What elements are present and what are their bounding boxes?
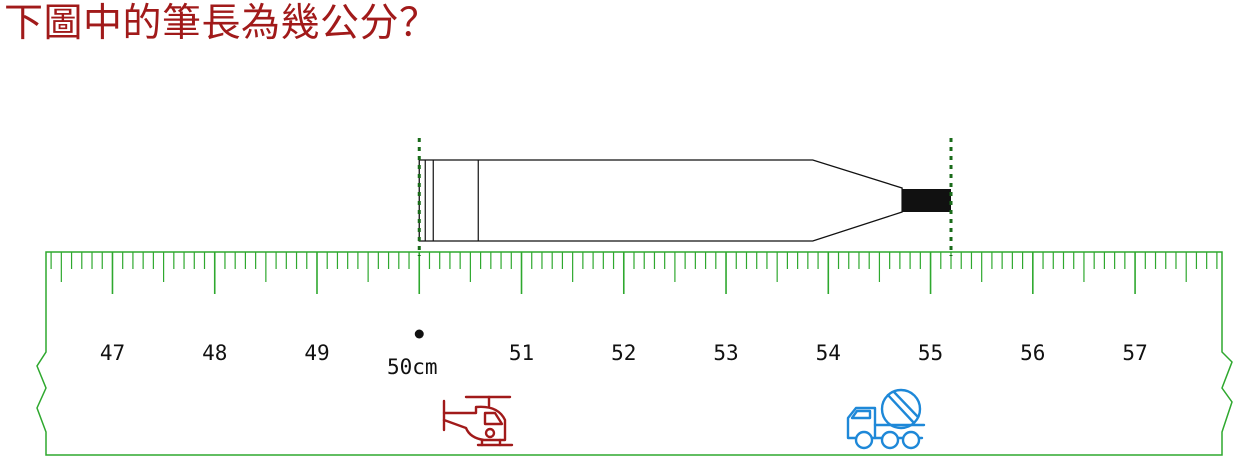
tick-label: 48 (202, 341, 227, 365)
ruler-body (36, 251, 1233, 456)
question-title: 下圖中的筆長為幾公分？ (4, 1, 439, 46)
pencil-body (418, 159, 903, 242)
tick-label: 51 (509, 341, 534, 365)
helicopter-icon (442, 395, 514, 447)
tick-label: 57 (1122, 341, 1147, 365)
tick-label: 54 (816, 341, 841, 365)
tick-label: 47 (100, 341, 125, 365)
tick-label: 49 (304, 341, 329, 365)
ruler-ticks (50, 252, 1218, 294)
tick-label: 56 (1020, 341, 1045, 365)
origin-label: 50cm (387, 355, 438, 379)
tick-label: 55 (918, 341, 943, 365)
tick-label: 53 (713, 341, 738, 365)
cement-truck-icon (846, 388, 926, 450)
pencil-lead (902, 189, 952, 212)
ruler-labels: 47 48 49 51 52 53 54 55 56 57 (100, 341, 1148, 365)
tick-label: 52 (611, 341, 636, 365)
pencil (418, 159, 952, 242)
origin-dot (414, 329, 424, 339)
